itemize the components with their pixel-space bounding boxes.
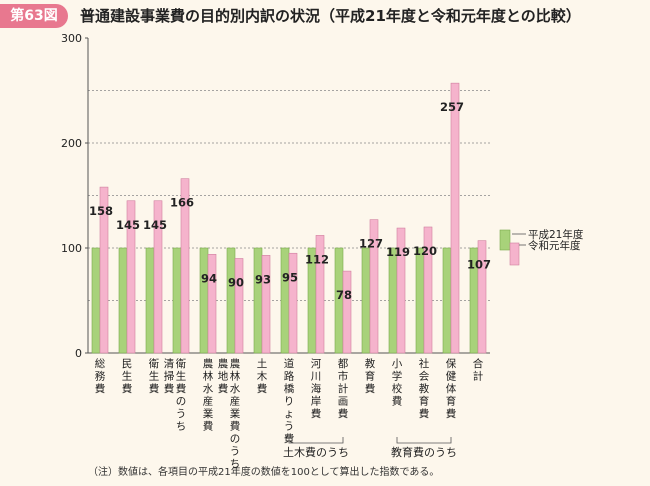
data-label: 119	[386, 245, 410, 259]
bar-r1	[261, 255, 271, 354]
bar-r1	[450, 82, 460, 354]
figure-header: 第63図 普通建設事業費の目的別内訳の状況（平成21年度と令和元年度との比較）	[0, 0, 650, 30]
x-category-label: 小学校費	[392, 358, 403, 408]
bar-h21	[118, 247, 128, 354]
group-bracket	[288, 437, 344, 444]
bar-h21	[226, 247, 236, 354]
group-label: 教育費のうち	[391, 445, 457, 459]
group-label: 土木費のうち	[283, 445, 349, 459]
bar-h21	[145, 247, 155, 354]
x-category-label: 農林水産業費	[203, 357, 214, 433]
bar-r1	[207, 254, 217, 354]
bar-r1	[423, 226, 433, 354]
chart-title: 普通建設事業費の目的別内訳の状況（平成21年度と令和元年度との比較）	[80, 7, 581, 25]
data-label: 95	[282, 270, 298, 284]
x-category-label: 農地費	[218, 357, 229, 395]
bar-r1	[153, 200, 163, 354]
bar-h21	[442, 247, 452, 354]
y-tick-label: 200	[61, 137, 82, 150]
x-category-label: 保健体育費	[446, 357, 457, 420]
data-label: 120	[413, 244, 437, 258]
bar-r1	[315, 235, 325, 354]
bar-h21	[415, 247, 425, 354]
x-category-label: 土木費	[257, 357, 268, 395]
bar-h21	[388, 247, 398, 354]
data-label: 145	[116, 218, 140, 232]
x-category-label: 都市計画費	[338, 358, 349, 420]
bar-r1	[288, 252, 298, 354]
bar-r1	[342, 270, 352, 354]
x-category-label: 教育費	[365, 357, 376, 395]
bar-r1	[126, 200, 136, 354]
bar-r1	[369, 219, 379, 354]
data-label: 94	[201, 271, 217, 285]
bar-h21	[91, 247, 101, 354]
bar-h21	[172, 247, 182, 354]
x-category-label: 民生費	[122, 358, 133, 395]
group-bracket	[396, 437, 452, 444]
y-tick-label: 300	[61, 32, 82, 45]
bar-h21	[253, 247, 263, 354]
x-category-label: 総務費	[95, 357, 106, 395]
bar-h21	[199, 247, 209, 354]
bar-r1	[234, 258, 244, 354]
bar-r1	[99, 186, 109, 354]
legend-swatch-r1	[509, 242, 520, 266]
y-tick-label: 0	[75, 347, 82, 360]
bar-h21	[361, 247, 371, 354]
data-label: 90	[228, 276, 244, 290]
x-category-label: 農林水産業費のうち	[230, 357, 241, 470]
bar-r1	[477, 240, 487, 354]
data-label: 145	[143, 218, 167, 232]
x-category-label: 衛生費のうち	[176, 357, 187, 433]
x-category-label: 社会教育費	[419, 357, 430, 420]
data-label: 112	[305, 252, 329, 266]
data-label: 78	[336, 288, 352, 302]
legend-swatch-h21	[499, 229, 511, 251]
y-tick-label: 100	[61, 242, 82, 255]
footnote: （注）数値は、各項目の平成21年度の数値を100として算出した指数である。	[88, 467, 440, 478]
bar-r1	[180, 178, 190, 354]
figure-number-badge: 第63図	[0, 4, 68, 28]
data-label: 107	[467, 258, 491, 272]
legend-label-h21: 平成21年度	[528, 228, 584, 241]
x-category-label: 合計	[473, 357, 484, 383]
data-label: 257	[440, 100, 464, 114]
data-label: 166	[170, 196, 194, 210]
data-label: 158	[89, 204, 113, 218]
x-category-label: 衛生費	[149, 357, 160, 395]
bar-h21	[280, 247, 290, 354]
x-category-label: 清掃費	[164, 357, 175, 395]
legend-label-r1: 令和元年度	[528, 239, 581, 252]
x-category-label: 河川海岸費	[311, 358, 322, 420]
data-label: 93	[255, 272, 271, 286]
data-label: 127	[359, 237, 383, 251]
x-category-label: 道路橋りょう費	[284, 357, 295, 445]
bar-r1	[396, 227, 406, 354]
